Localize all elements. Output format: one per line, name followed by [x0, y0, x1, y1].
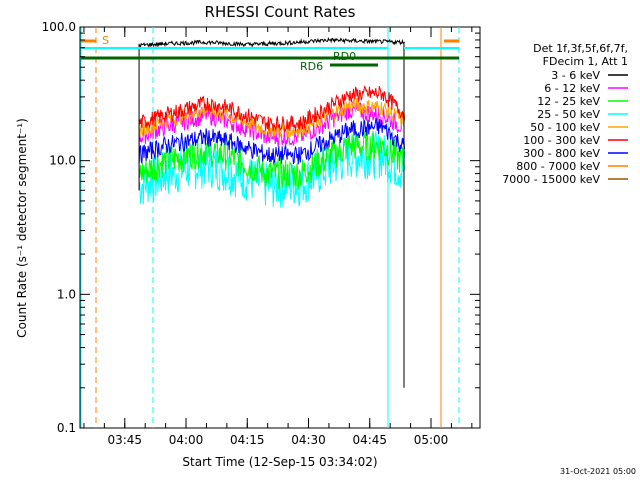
legend-header-line-2: FDecim 1, Att 1	[543, 55, 628, 68]
series-line-6-12-kev	[138, 101, 405, 147]
legend-entry-label: 12 - 25 keV	[537, 95, 600, 108]
x-tick-label: 04:30	[291, 433, 326, 447]
legend-entry-label: 300 - 800 keV	[523, 147, 600, 160]
series-line-100-300-kev	[138, 84, 405, 133]
chart-title: RHESSI Count Rates	[205, 3, 356, 21]
legend-entry-label: 6 - 12 keV	[544, 82, 600, 95]
status-bars	[81, 39, 459, 67]
y-tick-label: 0.1	[57, 421, 76, 435]
x-tick-label: 03:45	[107, 433, 142, 447]
plot-frame	[79, 26, 481, 429]
legend-entry-label: 7000 - 15000 keV	[502, 173, 600, 186]
series-line-12-25-kev	[138, 130, 405, 190]
legend-entry-label: 25 - 50 keV	[537, 108, 600, 121]
series-line-300-800-kev	[138, 117, 405, 165]
x-tick-label: 04:00	[169, 433, 204, 447]
x-axis-ticks: 03:45 04:00 04:15 04:30 04:45 05:00	[83, 27, 473, 447]
legend-entry-label: 3 - 6 keV	[551, 69, 600, 82]
legend: Det 1f,3f,5f,6f,7f, FDecim 1, Att 1 3 - …	[502, 42, 628, 186]
rd0-label: RD0	[333, 50, 356, 63]
render-date: 31-Oct-2021 05:00	[560, 467, 636, 476]
y-axis-label: Count Rate (s⁻¹ detector segment⁻¹)	[15, 118, 29, 338]
legend-header-line-1: Det 1f,3f,5f,6f,7f,	[533, 42, 628, 55]
y-tick-label: 10.0	[49, 154, 76, 168]
x-axis-label: Start Time (12-Sep-15 03:34:02)	[182, 455, 377, 469]
y-tick-label: 100.0	[42, 20, 76, 34]
x-tick-label: 05:00	[414, 433, 449, 447]
series-line-3-6-kev	[138, 37, 405, 49]
legend-entry-label: 50 - 100 keV	[530, 121, 600, 134]
rd6-label: RD6	[300, 60, 323, 73]
y-tick-label: 1.0	[57, 287, 76, 301]
legend-entry-label: 800 - 7000 keV	[516, 160, 600, 173]
x-tick-label: 04:45	[352, 433, 387, 447]
series-line-50-100-kev	[138, 97, 405, 138]
attenuator-state-label: S	[102, 34, 109, 47]
time-markers	[80, 27, 460, 428]
x-tick-label: 04:15	[230, 433, 265, 447]
legend-entry-label: 100 - 300 keV	[523, 134, 600, 147]
series-layer	[138, 37, 405, 388]
y-axis-ticks: 0.1 1.0 10.0 100.0	[42, 20, 480, 435]
